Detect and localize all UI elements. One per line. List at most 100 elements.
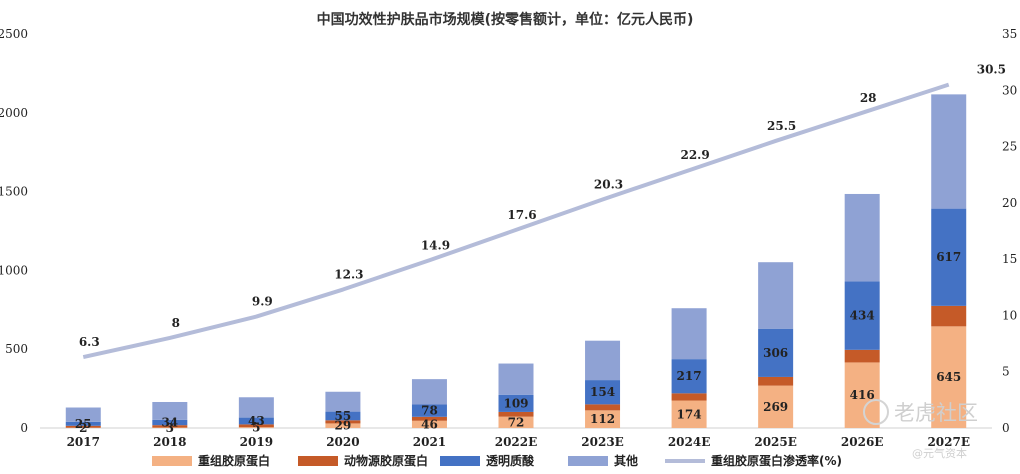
left-tick-label: 2500 [0,27,28,41]
legend-label: 其他 [614,453,638,468]
bar-data-label: 645 [936,370,961,384]
bar-segment-3 [498,363,534,395]
legend-swatch [298,456,338,466]
bar-data-label: 217 [677,369,702,383]
bar-data-label: 55 [335,409,352,423]
bar-segment-1 [152,425,188,428]
right-tick-label: 35 [1002,27,1017,41]
line-data-label: 8 [172,316,180,330]
left-tick-label: 500 [5,342,28,356]
legend-swatch [568,456,608,466]
bar-segment-2 [498,394,534,412]
line-data-label: 6.3 [79,335,100,349]
right-tick-label: 20 [1002,196,1017,210]
bar-segment-1 [238,424,274,428]
right-axis: 0 5 10 15 20 25 30 35 [1002,27,1017,435]
right-tick-label: 30 [1002,83,1017,97]
right-tick-label: 5 [1002,365,1010,379]
line-data-label: 30.5 [977,63,1006,77]
line-data-label: 25.5 [767,119,796,133]
right-tick-label: 10 [1002,308,1017,322]
legend-label: 动物源胶原蛋白 [344,453,428,468]
bar-segment-0 [844,362,880,428]
bar-segment-0 [585,410,621,428]
chart-title: 中国功效性护肤品市场规模(按零售额计，单位：亿元人民币) [317,11,694,28]
right-tick-label: 25 [1002,140,1017,154]
bar-data-label: 109 [503,396,528,410]
legend: 重组胶原蛋白 动物源胶原蛋白 透明质酸 其他 重组胶原蛋白渗透率(%) [152,453,842,468]
bar-segment-2 [152,419,188,426]
legend-label: 重组胶原蛋白 [198,453,270,468]
bar-segment-3 [585,340,621,381]
right-tick-label: 0 [1002,421,1010,435]
bar-data-label: 72 [508,415,525,429]
penetration-line-path [82,82,950,360]
bar-segment-1 [585,404,621,411]
left-tick-label: 0 [20,421,28,435]
watermark: 老虎社区 @元气资本 [863,399,978,460]
bar-segment-3 [931,94,967,209]
bar-segment-1 [325,420,361,424]
bar-segment-0 [671,400,707,428]
legend-label: 透明质酸 [486,453,535,468]
x-tick-label: 2020 [326,435,359,449]
bar-segment-1 [65,425,101,428]
line-data-label: 12.3 [334,268,363,282]
bar-segment-1 [498,411,534,417]
bar-segment-3 [671,308,707,360]
x-axis: 2017 2018 2019 2020 2021 2022E 2023E 2024E 2025E… [67,435,970,449]
x-tick-label: 2021 [413,435,446,449]
bar-segment-2 [411,404,447,417]
watermark-primary: 老虎社区 [894,401,978,425]
bar-data-label: 174 [677,407,702,421]
x-tick-label: 2018 [153,435,186,449]
bar-segment-0 [498,416,534,428]
bar-segment-1 [931,305,967,327]
bar-segment-2 [671,359,707,394]
bar-segment-3 [152,401,188,420]
x-tick-label: 2017 [67,435,100,449]
x-tick-label: 2026E [841,435,884,449]
bar-data-label: 112 [590,412,615,426]
line-data-label: 14.9 [421,238,450,252]
bar-data-label: 154 [590,385,615,399]
bar-data-label: 2 [79,421,87,435]
left-tick-label: 2000 [0,106,28,120]
bar-segment-2 [844,281,880,350]
bar-segment-3 [411,379,447,405]
bar-data-label: 306 [763,346,788,360]
bar-segment-2 [65,421,101,426]
bar-segment-3 [238,397,274,418]
left-axis: 0 500 1000 1500 2000 2500 [0,27,28,435]
x-tick-label: 2022E [495,435,538,449]
bar-segment-3 [844,193,880,282]
line-data-label: 20.3 [594,177,623,191]
bar-segment-1 [758,376,794,386]
bar-data-label: 29 [335,419,352,433]
bar-segment-2 [585,380,621,405]
bar-data-label: 46 [421,417,438,431]
bar-segment-3 [758,262,794,329]
watermark-logo-icon [863,399,889,425]
bar-data-label: 3 [166,421,174,435]
line-data-label: 17.6 [507,208,536,222]
line-data-label: 22.9 [680,148,709,162]
line-data-label: 9.9 [252,295,273,309]
bar-segment-1 [411,416,447,421]
penetration-line: 6.3 8 9.9 12.3 14.9 17.6 20.3 22.9 25.5 28 30.5 [79,63,1006,360]
left-tick-label: 1000 [0,263,28,277]
x-tick-label: 2025E [754,435,797,449]
legend-swatch [152,456,192,466]
bar-segment-0 [931,326,967,428]
x-tick-label: 2023E [581,435,624,449]
bar-data-label: 269 [763,400,788,414]
bar-segment-1 [844,349,880,363]
right-tick-label: 15 [1002,252,1017,266]
x-tick-label: 2019 [240,435,273,449]
bar-data-label: 34 [161,415,178,429]
bar-segment-0 [411,420,447,428]
line-data-label: 28 [860,91,877,105]
bar-data-label: 25 [75,417,92,431]
